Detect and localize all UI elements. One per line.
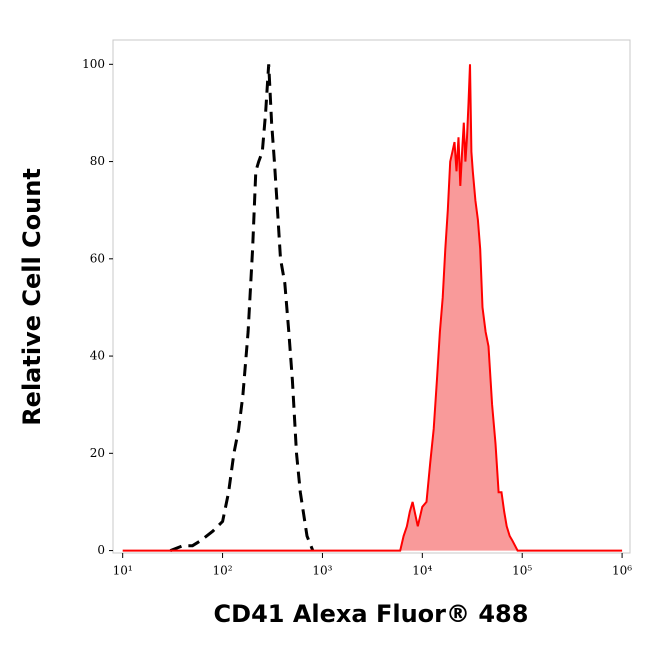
x-tick-label: 10² [213,564,233,578]
histogram-line [169,64,315,552]
y-tick-label: 0 [97,543,105,557]
x-tick-label: 10⁵ [512,564,532,578]
x-tick-label: 10¹ [113,564,133,578]
y-axis-label: Relative Cell Count [18,168,46,426]
x-tick-label: 10³ [312,564,332,578]
y-tick-label: 40 [90,349,105,363]
x-tick-label: 10⁶ [612,564,632,578]
x-tick-label: 10⁴ [412,564,432,578]
y-tick-label: 20 [90,446,105,460]
histogram-fill [122,64,623,551]
y-tick-label: 80 [90,154,105,168]
y-tick-label: 100 [82,57,105,71]
y-tick-label: 60 [90,251,105,265]
plot-frame [112,39,631,554]
x-axis-label: CD41 Alexa Fluor® 488 [214,600,529,628]
histogram-line [122,64,623,552]
